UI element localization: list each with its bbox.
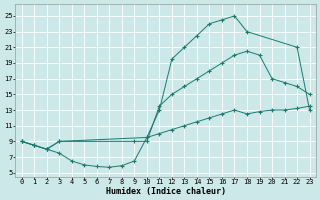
X-axis label: Humidex (Indice chaleur): Humidex (Indice chaleur)	[106, 187, 226, 196]
